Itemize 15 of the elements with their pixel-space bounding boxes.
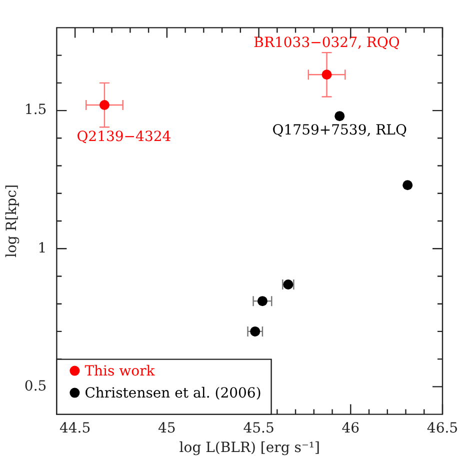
y-tick-label: 0.5	[24, 378, 47, 394]
annotation: Q2139−4324	[76, 128, 172, 145]
y-tick-label: 1.5	[24, 102, 47, 118]
x-tick-label: 46	[342, 420, 360, 436]
x-tick-label: 46.5	[426, 420, 458, 436]
x-tick-label: 45.5	[243, 420, 274, 436]
legend-label: This work	[84, 363, 156, 380]
x-tick-label: 44.5	[59, 420, 91, 436]
annotation: BR1033−0327, RQQ	[254, 35, 400, 52]
legend-label: Christensen et al. (2006)	[84, 385, 262, 402]
annotation: Q1759+7539, RLQ	[272, 122, 407, 139]
x-axis-title: log L(BLR) [erg s⁻¹]	[179, 440, 320, 456]
y-axis-title: log R[kpc]	[4, 184, 20, 258]
x-tick-label: 45	[158, 420, 176, 436]
y-tick-label: 1	[38, 240, 47, 256]
